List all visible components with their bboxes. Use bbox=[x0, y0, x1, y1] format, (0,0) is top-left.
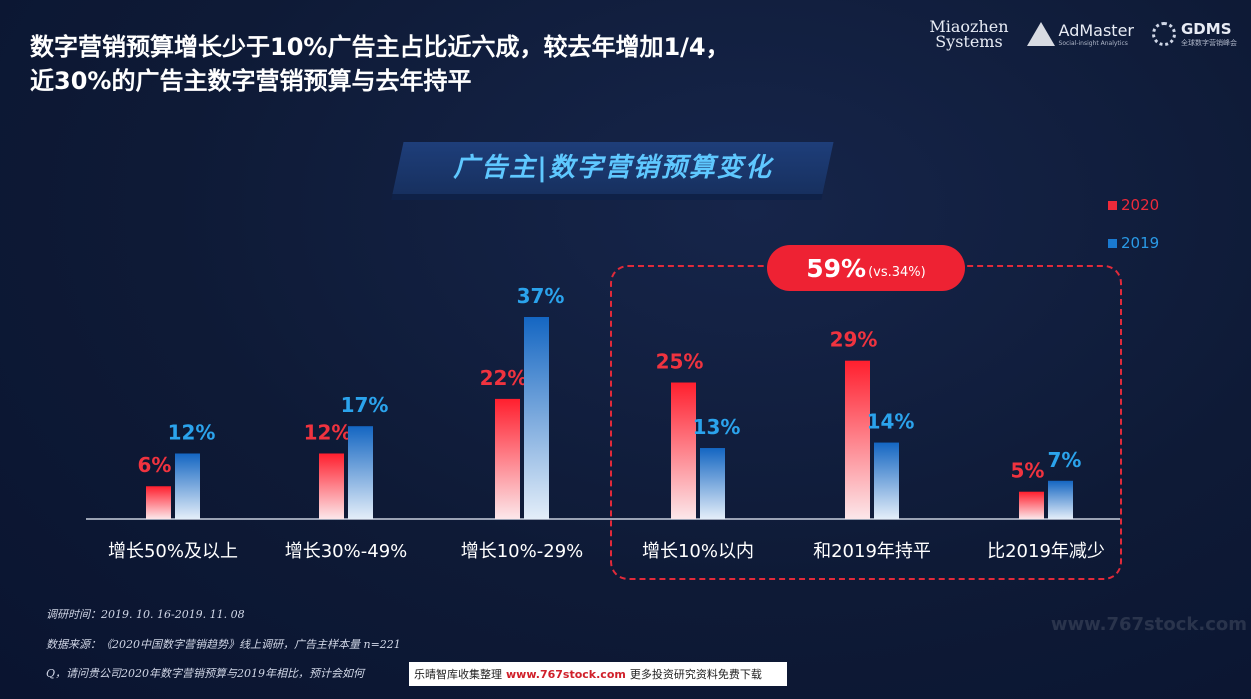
bar-label-2020-0: 6% bbox=[138, 453, 172, 477]
watermark-text2: 更多投资研究资料免费下载 bbox=[629, 668, 762, 681]
bar-2020-2 bbox=[495, 398, 520, 519]
headline-line1: 数字营销预算增长少于10%广告主占比近六成，较去年增加1/4， bbox=[30, 33, 730, 61]
watermark-text1: 乐晴智库收集整理 bbox=[414, 668, 502, 681]
bar-2019-1 bbox=[348, 426, 373, 519]
footnote-source: 数据来源：《2020中国数字营销趋势》线上调研，广告主样本量 n=221 bbox=[46, 638, 401, 651]
gdms-logo-sub: 全球数字营销峰会 bbox=[1181, 39, 1237, 47]
bar-label-2020-5: 5% bbox=[1011, 459, 1045, 483]
legend-label-2020: 2020 bbox=[1121, 196, 1160, 214]
category-label-0: 增长50%及以上 bbox=[108, 541, 238, 562]
category-label-5: 比2019年减少 bbox=[987, 541, 1105, 562]
gdms-hexagon-icon bbox=[1152, 22, 1176, 46]
admaster-logo-sub: Social-insight Analytics bbox=[1058, 40, 1128, 47]
miaozhen-logo-line1: Miaozhen bbox=[929, 17, 1009, 36]
bar-label-2020-1: 12% bbox=[304, 420, 352, 444]
highlight-pill: 59% (vs.34%) bbox=[767, 245, 965, 291]
legend-swatch-2020 bbox=[1108, 200, 1117, 210]
highlight-main-value: 59% bbox=[806, 253, 867, 283]
admaster-logo: AdMaster Social-insight Analytics bbox=[1026, 21, 1134, 47]
watermark-faint: www.767stock.com bbox=[1050, 614, 1247, 635]
highlight-compare-value: (vs.34%) bbox=[868, 264, 926, 280]
gdms-logo: GDMS 全球数字营销峰会 bbox=[1152, 20, 1237, 48]
admaster-triangle-icon bbox=[1026, 22, 1055, 46]
bar-label-2020-4: 29% bbox=[830, 328, 878, 352]
miaozhen-logo-line2: Systems bbox=[935, 32, 1003, 51]
bar-label-2020-3: 25% bbox=[656, 350, 704, 374]
footnote-time: 调研时间：2019. 10. 16-2019. 11. 08 bbox=[46, 608, 245, 621]
bar-label-2020-2: 22% bbox=[480, 366, 528, 390]
footnote-question: Q，请问贵公司2020年数字营销预算与2019年相比，预计会如何 bbox=[46, 667, 365, 680]
category-label-3: 增长10%以内 bbox=[642, 541, 754, 562]
bar-2020-0 bbox=[146, 486, 171, 519]
watermark-bar[interactable]: 乐晴智库收集整理 www.767stock.com 更多投资研究资料免费下载 bbox=[409, 662, 787, 686]
chart-legend: 2020 2019 bbox=[1108, 195, 1159, 271]
watermark-url-link[interactable]: www.767stock.com bbox=[506, 667, 626, 681]
bar-label-2019-1: 17% bbox=[341, 393, 389, 417]
bar-2019-3 bbox=[700, 448, 725, 519]
bar-2020-5 bbox=[1019, 491, 1044, 519]
bar-2019-0 bbox=[175, 453, 200, 519]
logo-bar: Miaozhen Systems AdMaster Social-insight… bbox=[929, 12, 1237, 56]
bar-label-2019-0: 12% bbox=[168, 420, 216, 444]
legend-item-2019: 2019 bbox=[1108, 233, 1159, 253]
bar-2019-2 bbox=[524, 317, 549, 519]
bar-2020-1 bbox=[319, 453, 344, 519]
bar-2019-4 bbox=[874, 442, 899, 519]
legend-swatch-2019 bbox=[1108, 238, 1117, 248]
bar-label-2019-3: 13% bbox=[693, 415, 741, 439]
bar-label-2019-2: 37% bbox=[517, 284, 565, 308]
gdms-logo-name: GDMS bbox=[1181, 20, 1232, 38]
category-label-1: 增长30%-49% bbox=[285, 541, 408, 562]
bar-label-2019-4: 14% bbox=[867, 410, 915, 434]
legend-label-2019: 2019 bbox=[1121, 234, 1160, 252]
bar-2019-5 bbox=[1048, 480, 1073, 519]
miaozhen-logo: Miaozhen Systems bbox=[929, 17, 1009, 51]
category-label-2: 增长10%-29% bbox=[461, 541, 584, 562]
legend-item-2020: 2020 bbox=[1108, 195, 1159, 215]
category-label-4: 和2019年持平 bbox=[813, 541, 931, 562]
bar-2020-4 bbox=[845, 360, 870, 519]
chart-title: 广告主|数字营销预算变化 bbox=[453, 153, 773, 183]
bar-2020-3 bbox=[671, 382, 696, 519]
headline-line2: 近30%的广告主数字营销预算与去年持平 bbox=[30, 67, 472, 95]
bar-label-2019-5: 7% bbox=[1048, 448, 1082, 472]
chart-title-banner: 广告主|数字营销预算变化 bbox=[392, 142, 834, 208]
headline: 数字营销预算增长少于10%广告主占比近六成，较去年增加1/4， 近30%的广告主… bbox=[30, 30, 930, 98]
bars-group: 6% 12% 增长50%及以上 12% 17% 增长30%-49% 22% 37% 增长10%-… bbox=[108, 284, 1105, 562]
admaster-logo-name: AdMaster bbox=[1058, 21, 1134, 40]
